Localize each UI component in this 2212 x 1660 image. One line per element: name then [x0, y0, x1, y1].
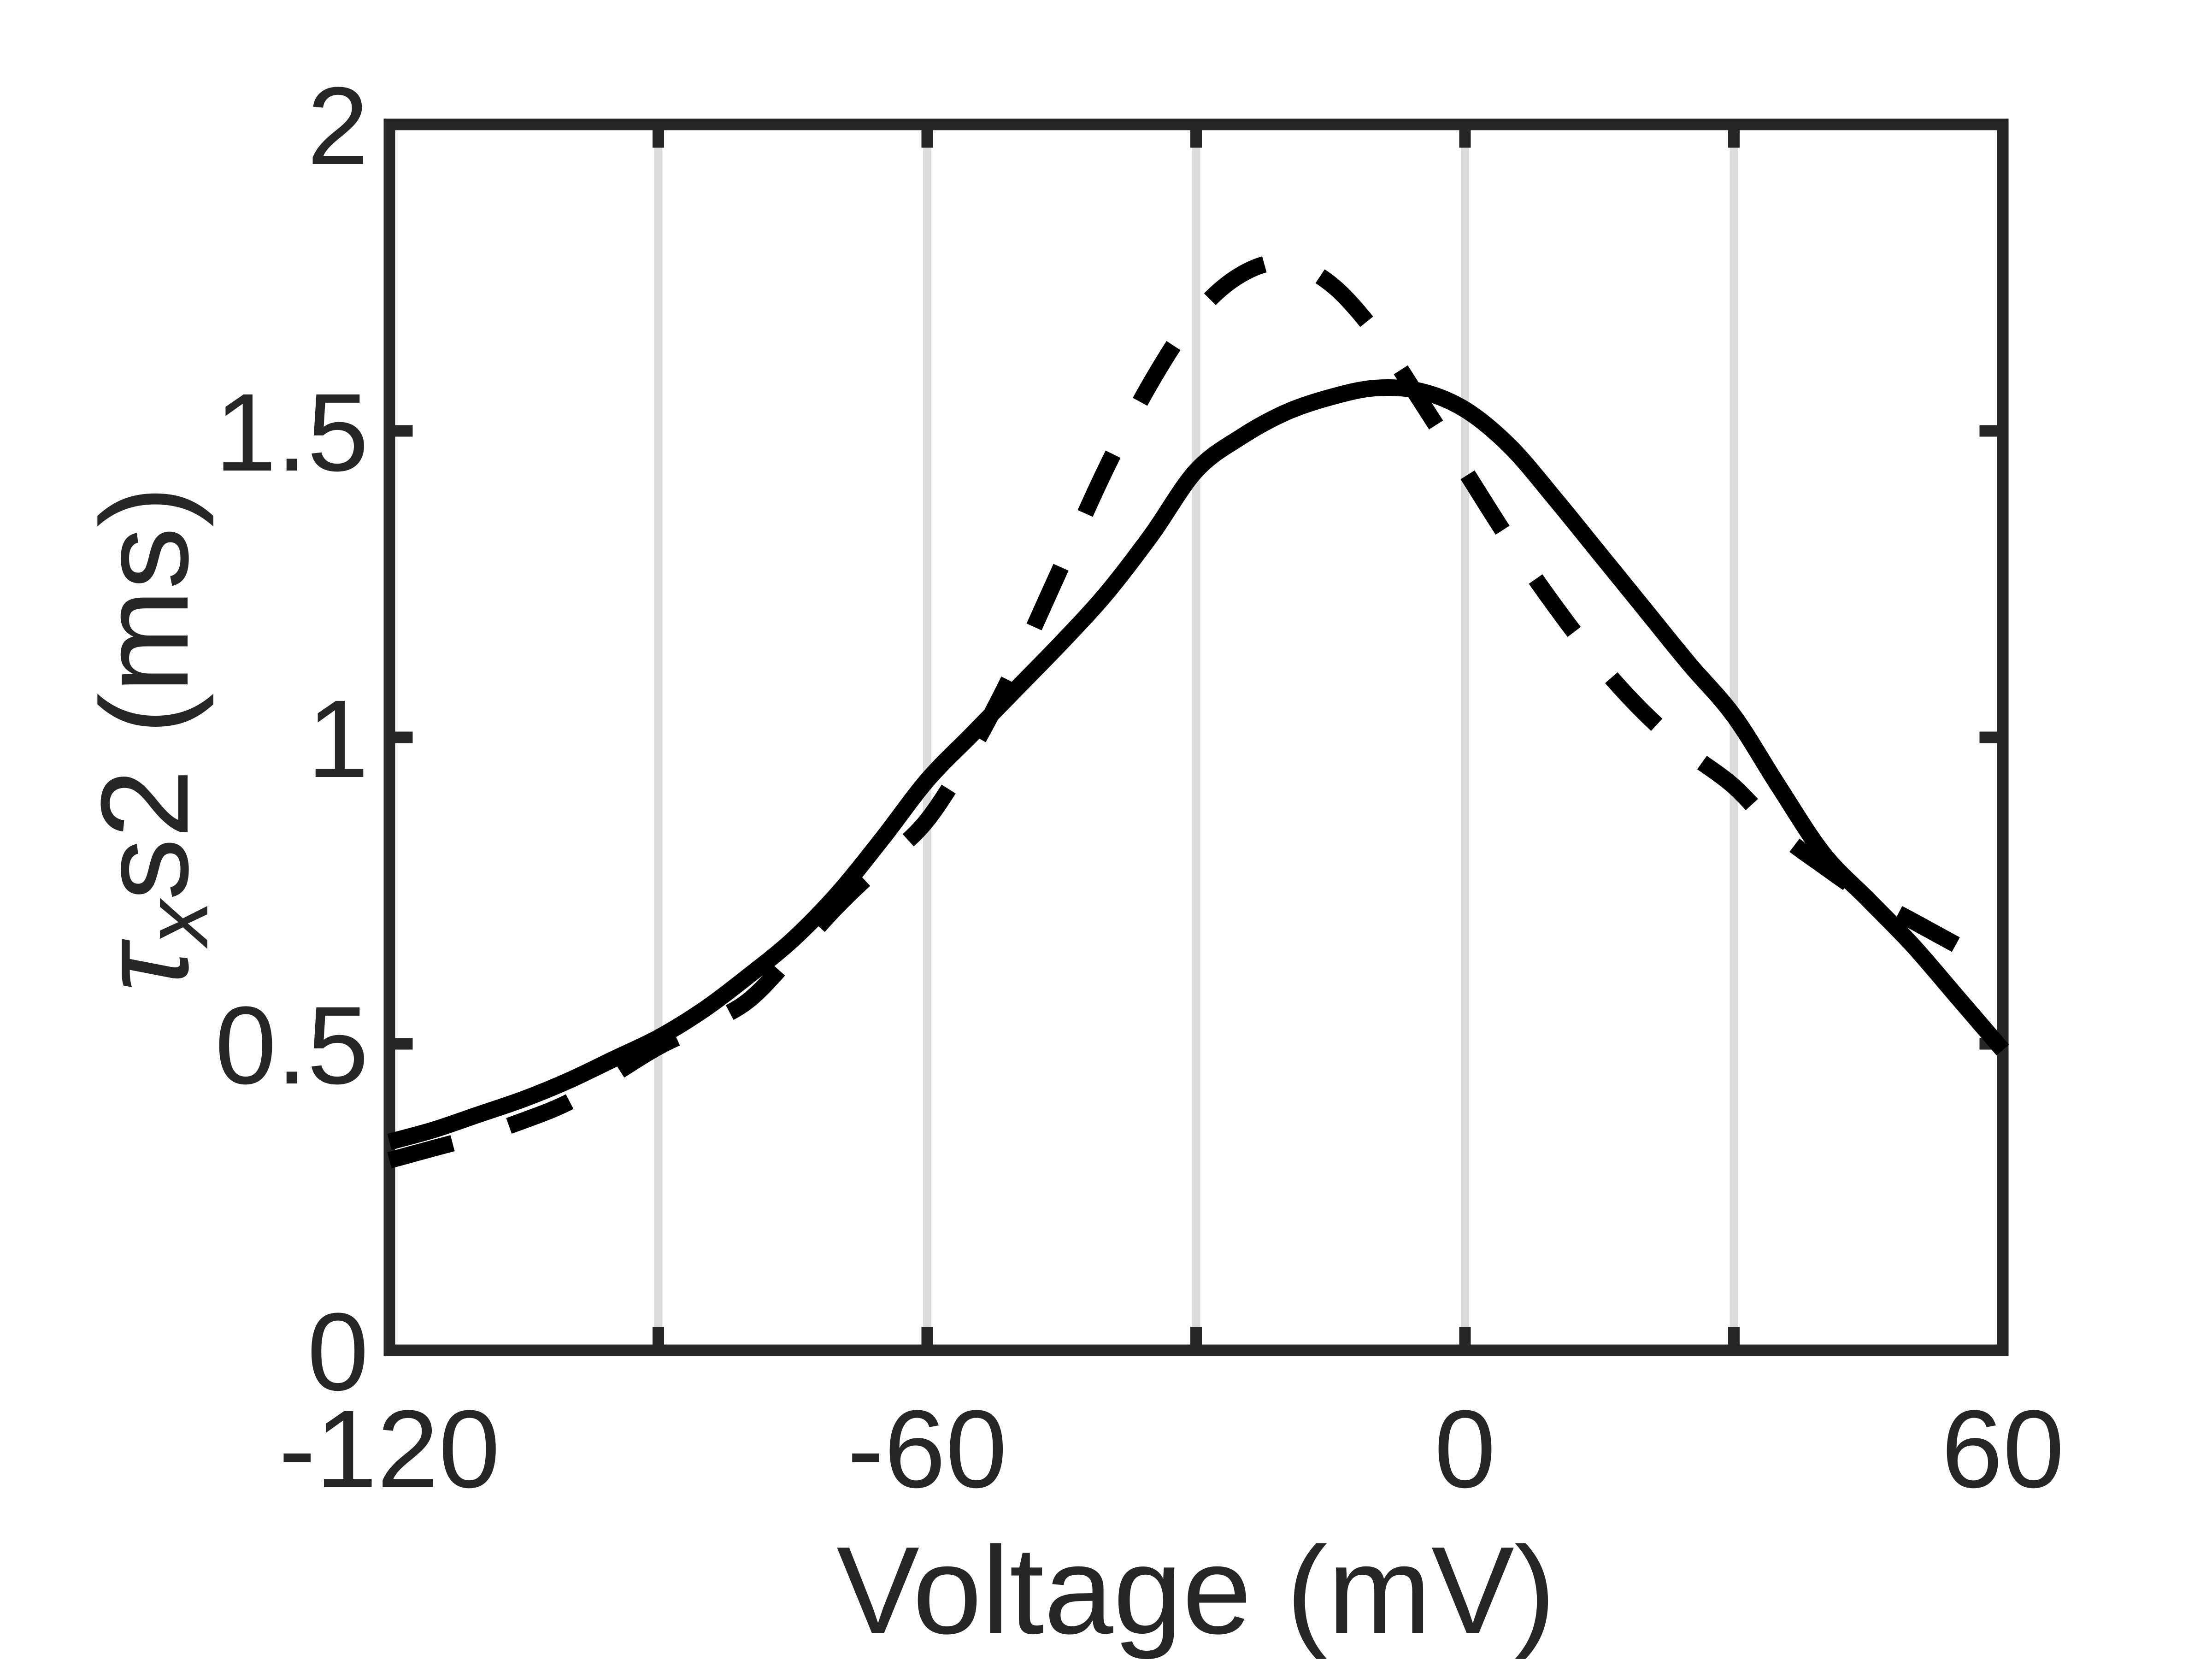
y-axis-label: τxs2 (ms)	[76, 486, 227, 992]
plot-border	[383, 118, 2009, 1356]
y-tick-label: 1.5	[215, 371, 369, 494]
series-line-solid	[387, 379, 2009, 1150]
x-tick-label: -120	[279, 1387, 500, 1511]
y-tick-label: 2	[307, 64, 369, 188]
x-tick-label: -60	[847, 1387, 1007, 1511]
x-tick-label: 0	[1434, 1387, 1495, 1511]
y-tick-label: 0	[307, 1290, 369, 1413]
tau-subscript: x	[126, 900, 227, 946]
tau-symbol: τ	[76, 945, 214, 992]
x-axis-label: Voltage (mV)	[836, 1521, 1556, 1660]
y-tick-label: 0.5	[215, 983, 369, 1107]
y-tick-label: 1	[307, 677, 369, 801]
x-tick-label: 60	[1941, 1387, 2065, 1511]
series-line-dashed	[387, 253, 2007, 1169]
y-axis-label-rest: s2 (ms)	[76, 485, 214, 901]
